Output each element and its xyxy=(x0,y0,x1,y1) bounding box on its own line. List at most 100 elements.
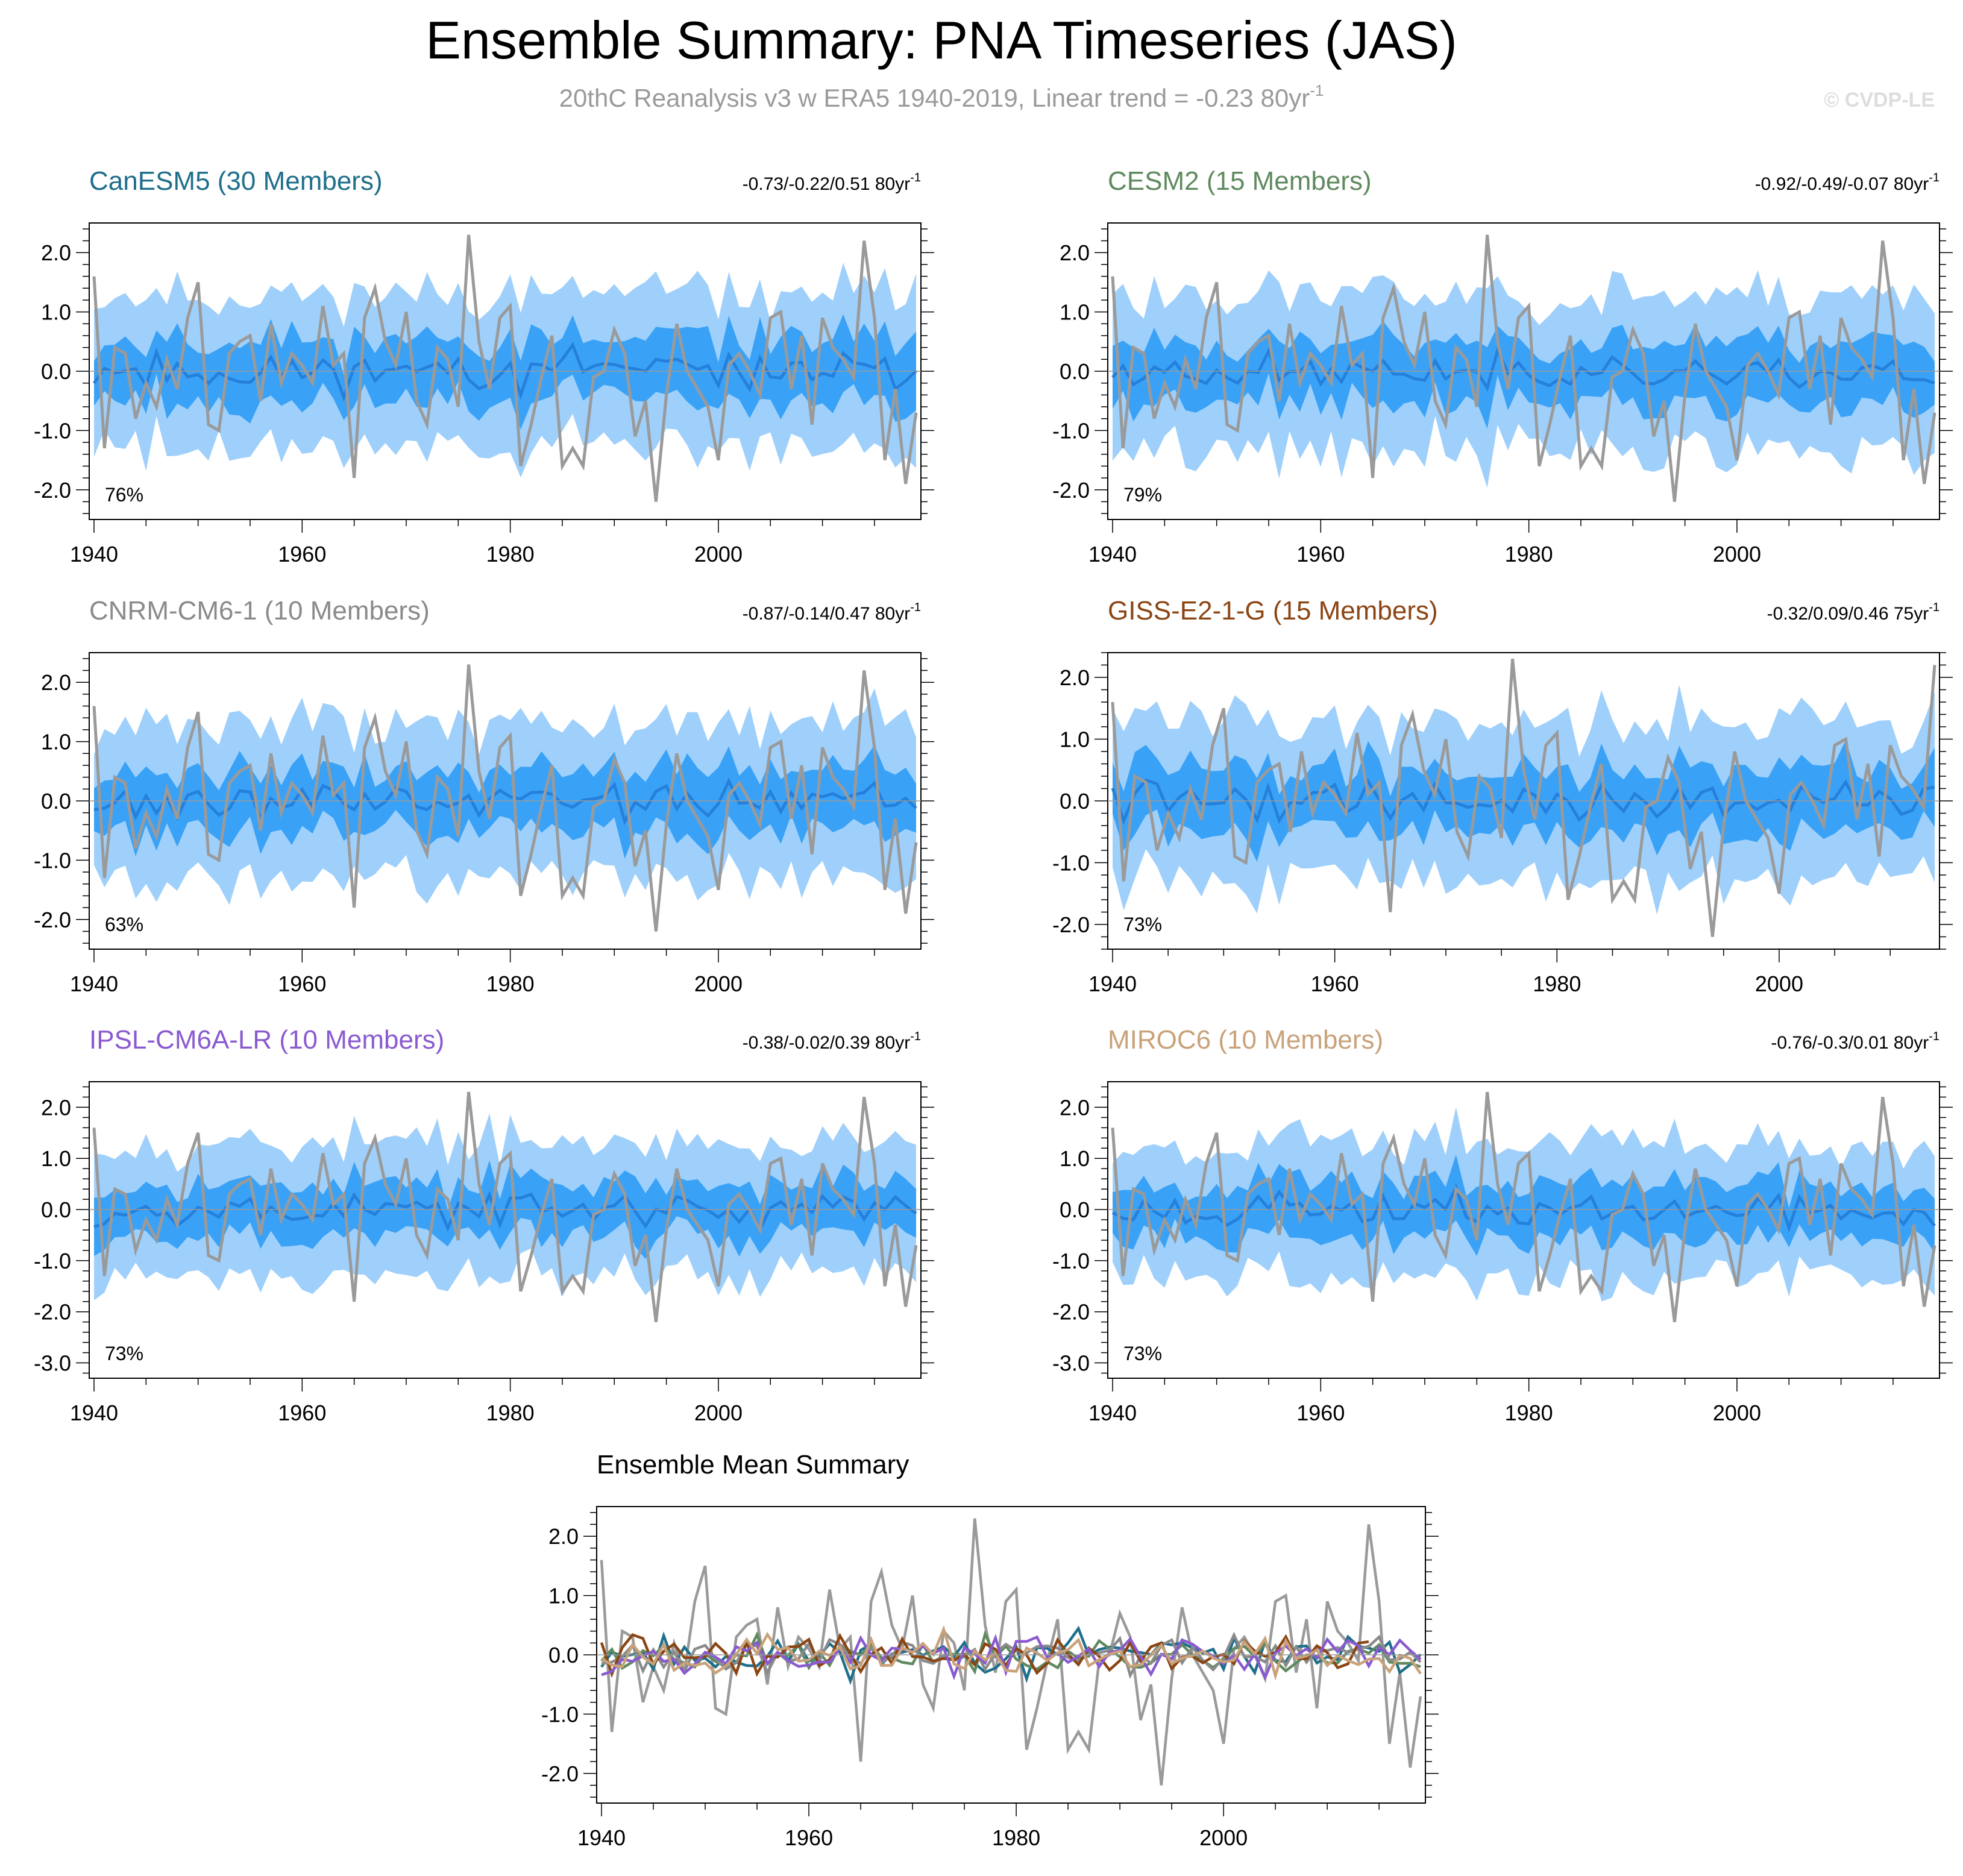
y-tick-label: 2.0 xyxy=(41,670,71,695)
y-tick-label: 0.0 xyxy=(41,789,71,814)
trend-superscript: -1 xyxy=(910,601,921,614)
x-tick-label: 1940 xyxy=(577,1825,626,1850)
x-tick-label: 2000 xyxy=(1713,542,1761,566)
x-tick-label: 1960 xyxy=(278,1401,326,1425)
x-tick-label: 1980 xyxy=(486,1401,535,1425)
y-tick-label: -1.0 xyxy=(34,1249,71,1273)
x-tick-label: 1960 xyxy=(1296,542,1345,566)
y-tick-label: 1.0 xyxy=(1060,727,1090,752)
x-tick-label: 2000 xyxy=(694,1401,743,1425)
trend-range-label: -0.38/-0.02/0.39 80yr-1 xyxy=(743,1030,921,1053)
observation-line xyxy=(92,234,918,502)
trend-range-label: -0.87/-0.14/0.47 80yr-1 xyxy=(743,601,921,624)
y-tick-label: -1.0 xyxy=(1052,418,1090,443)
chart-panel-7: Ensemble Mean Summary -2.0 -1.0 0.0 1.0 2.0 19… xyxy=(541,1450,1439,1850)
x-tick-label: 1960 xyxy=(278,542,326,566)
panel-title: CanESM5 (30 Members) xyxy=(89,166,383,196)
trend-range-text: -0.38/-0.02/0.39 80yr xyxy=(743,1033,911,1053)
chart-panel-6: MIROC6 (10 Members) -0.76/-0.3/0.01 80yr-… xyxy=(1052,1025,1953,1425)
copyright-label: © CVDP-LE xyxy=(1824,89,1935,111)
y-tick-label: 1.0 xyxy=(548,1584,579,1608)
x-tick-label: 1940 xyxy=(70,542,118,566)
plot-area xyxy=(600,1518,1422,1786)
y-tick-label: 1.0 xyxy=(41,730,71,754)
y-tick-label: 2.0 xyxy=(41,1095,71,1120)
ensemble-mean-line xyxy=(1111,777,1935,826)
x-tick-label: 1980 xyxy=(486,542,535,566)
observation-line xyxy=(92,1091,918,1322)
y-tick-label: -2.0 xyxy=(1052,478,1090,503)
observation-line xyxy=(1111,659,1936,937)
y-tick-label: -2.0 xyxy=(34,478,71,503)
y-tick-label: -1.0 xyxy=(541,1702,579,1727)
y-tick-label: 0.0 xyxy=(1060,1197,1090,1222)
x-tick-label: 1960 xyxy=(1311,971,1359,996)
trend-superscript: -1 xyxy=(1929,601,1939,614)
y-tick-label: -3.0 xyxy=(1052,1351,1090,1376)
x-tick-label: 1940 xyxy=(1088,542,1137,566)
inner-spread-band xyxy=(1113,321,1935,429)
chart-panel-2: CESM2 (15 Members) -0.92/-0.49/-0.07 80yr… xyxy=(1052,166,1953,566)
y-tick-label: -1.0 xyxy=(34,848,71,873)
plot-area xyxy=(92,664,918,932)
inner-spread-band xyxy=(1113,1154,1935,1256)
trend-superscript: -1 xyxy=(1929,1030,1939,1043)
observation-line xyxy=(1111,234,1936,502)
x-tick-label: 1960 xyxy=(785,1825,833,1850)
chart-panel-3: CNRM-CM6-1 (10 Members) -0.87/-0.14/0.47 … xyxy=(34,596,934,996)
plot-area xyxy=(1111,234,1936,502)
y-tick-label: -2.0 xyxy=(1052,1300,1090,1325)
trend-range-text: -0.92/-0.49/-0.07 80yr xyxy=(1755,174,1929,194)
panel-title: IPSL-CM6A-LR (10 Members) xyxy=(89,1025,444,1055)
ensemble-mean-line xyxy=(93,777,917,826)
observation-line xyxy=(1111,1091,1936,1322)
percent-label: 76% xyxy=(105,484,143,506)
plot-area xyxy=(92,234,918,502)
percent-label: 73% xyxy=(1123,914,1162,935)
y-tick-label: -2.0 xyxy=(34,1300,71,1325)
figure-title: Ensemble Summary: PNA Timeseries (JAS) xyxy=(426,10,1457,70)
x-tick-label: 1940 xyxy=(1088,1401,1137,1425)
panel-title: CNRM-CM6-1 (10 Members) xyxy=(89,596,430,626)
panel-title: MIROC6 (10 Members) xyxy=(1108,1025,1383,1055)
figure-subtitle: 20thC Reanalysis v3 w ERA5 1940-2019, Li… xyxy=(559,81,1324,112)
series-line-cnrm-cm6-1 xyxy=(601,1631,1422,1680)
trend-range-label: -0.92/-0.49/-0.07 80yr-1 xyxy=(1755,171,1939,194)
trend-range-label: -0.32/0.09/0.46 75yr-1 xyxy=(1767,601,1939,624)
trend-range-label: -0.73/-0.22/0.51 80yr-1 xyxy=(743,171,921,194)
y-tick-label: -1.0 xyxy=(34,418,71,443)
observation-line xyxy=(92,664,918,932)
x-tick-label: 1980 xyxy=(992,1825,1040,1850)
plot-area xyxy=(92,1091,918,1322)
subtitle-superscript: -1 xyxy=(1310,81,1324,99)
panel-title: CESM2 (15 Members) xyxy=(1108,166,1372,196)
y-tick-label: -2.0 xyxy=(541,1761,579,1786)
inner-spread-band xyxy=(94,314,916,430)
x-tick-label: 1940 xyxy=(70,971,118,996)
ensemble-mean-line xyxy=(92,342,917,402)
y-tick-label: 2.0 xyxy=(1060,1095,1090,1120)
y-tick-label: 0.0 xyxy=(548,1643,579,1667)
x-tick-label: 2000 xyxy=(694,542,743,566)
y-tick-label: -1.0 xyxy=(1052,851,1090,876)
y-tick-label: 2.0 xyxy=(1060,665,1090,690)
x-tick-label: 2000 xyxy=(1199,1825,1248,1850)
y-tick-label: 0.0 xyxy=(1060,789,1090,814)
y-tick-label: 0.0 xyxy=(1060,359,1090,384)
trend-range-text: -0.76/-0.3/0.01 80yr xyxy=(1771,1033,1929,1053)
subtitle-main-text: 20thC Reanalysis v3 w ERA5 1940-2019, Li… xyxy=(559,84,1310,112)
y-tick-label: 2.0 xyxy=(548,1524,579,1549)
percent-label: 73% xyxy=(1123,1343,1162,1364)
x-tick-label: 1980 xyxy=(1505,1401,1553,1425)
x-tick-label: 1940 xyxy=(70,1401,118,1425)
x-tick-label: 1980 xyxy=(486,971,535,996)
y-tick-label: 0.0 xyxy=(41,359,71,384)
percent-label: 73% xyxy=(105,1343,143,1364)
series-line-miroc6 xyxy=(600,1625,1422,1681)
y-tick-label: 1.0 xyxy=(1060,1146,1090,1171)
inner-spread-band xyxy=(94,745,916,859)
percent-label: 79% xyxy=(1123,484,1162,506)
ensemble-mean-line xyxy=(1111,1183,1936,1233)
series-line-observations xyxy=(600,1518,1422,1786)
